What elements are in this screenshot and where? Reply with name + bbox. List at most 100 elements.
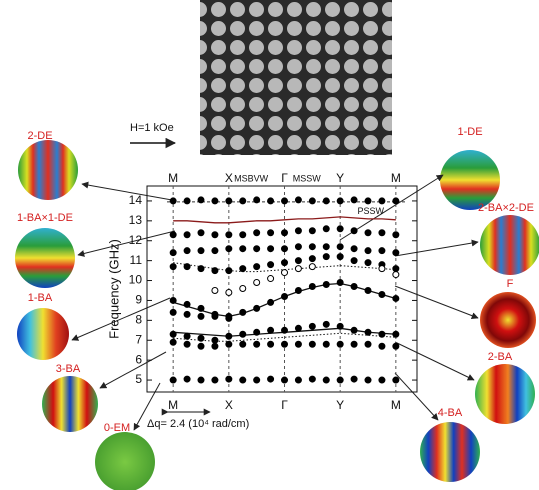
data-point [198, 266, 204, 272]
data-point [393, 198, 399, 204]
data-point [309, 198, 315, 204]
data-point [337, 280, 343, 286]
sem-inset [200, 0, 392, 155]
x-tick-label: X [225, 398, 233, 412]
mode-label: 1-DE [457, 126, 482, 138]
data-point [212, 268, 218, 274]
data-point [379, 343, 385, 349]
data-point [170, 232, 176, 238]
data-point [295, 244, 301, 250]
data-point [337, 323, 343, 329]
data-point [282, 246, 288, 252]
data-point [365, 260, 371, 266]
data-point [198, 343, 204, 349]
data-point [226, 198, 232, 204]
data-point [184, 333, 190, 339]
data-point [365, 377, 371, 383]
data-point [379, 198, 385, 204]
data-point [268, 327, 274, 333]
data-point [365, 329, 371, 335]
data-point [282, 327, 288, 333]
data-point [295, 287, 301, 293]
data-point [282, 270, 288, 276]
data-point [295, 258, 301, 264]
data-point [365, 341, 371, 347]
data-point [170, 309, 176, 315]
data-point [212, 232, 218, 238]
mode-image [42, 376, 98, 432]
scale-label: Δq= 2.4 (10⁴ rad/cm) [147, 418, 249, 430]
data-point [184, 232, 190, 238]
data-point [337, 254, 343, 260]
data-point [170, 250, 176, 256]
data-point [393, 295, 399, 301]
data-point [212, 343, 218, 349]
data-point [379, 266, 385, 272]
data-point [212, 248, 218, 254]
data-point [240, 232, 246, 238]
data-point [254, 329, 260, 335]
data-point [212, 287, 218, 293]
mode-image [475, 364, 535, 424]
data-point [198, 335, 204, 341]
data-point [323, 321, 329, 327]
y-tick-label: 8 [135, 313, 142, 327]
mode-label: F [507, 278, 514, 290]
top-label: MSBVW [234, 173, 269, 183]
top-label: M [168, 171, 178, 185]
data-point [254, 246, 260, 252]
y-tick-label: 14 [129, 193, 143, 207]
data-point [351, 327, 357, 333]
data-point [337, 341, 343, 347]
data-point [323, 341, 329, 347]
data-point [393, 272, 399, 278]
data-point [254, 377, 260, 383]
data-point [295, 266, 301, 272]
data-point [393, 250, 399, 256]
data-point [295, 325, 301, 331]
data-point [198, 248, 204, 254]
data-point [309, 228, 315, 234]
data-point [337, 226, 343, 232]
mode-images [15, 140, 539, 490]
data-point [323, 198, 329, 204]
y-tick-label: 12 [129, 233, 143, 247]
data-point [282, 293, 288, 299]
data-point [170, 377, 176, 383]
data-point [351, 246, 357, 252]
mode-image [480, 215, 539, 275]
x-tick-label: M [391, 398, 401, 412]
data-point [226, 232, 232, 238]
data-point [170, 198, 176, 204]
mode-label: 3-BA [56, 363, 81, 375]
data-point [212, 198, 218, 204]
data-point [351, 284, 357, 290]
data-point [295, 377, 301, 383]
data-point [323, 377, 329, 383]
figure: H=1 kOe 2-DE 1-BA×1-DE 1-BA 3-BA 0-EM 1-… [0, 0, 539, 490]
data-point [351, 376, 357, 382]
data-point [365, 230, 371, 236]
data-point [254, 230, 260, 236]
data-point [226, 341, 232, 347]
data-point [170, 339, 176, 345]
data-point [295, 197, 301, 203]
y-tick-label: 10 [129, 273, 143, 287]
data-point [268, 376, 274, 382]
data-point [254, 280, 260, 286]
data-point [184, 341, 190, 347]
data-point [184, 264, 190, 270]
data-point [240, 286, 246, 292]
x-tick-label: M [168, 398, 178, 412]
data-point [379, 331, 385, 337]
y-axis-label: Frequency (GHz) [106, 239, 121, 339]
data-point [184, 376, 190, 382]
mode-image [95, 432, 155, 490]
data-point [268, 198, 274, 204]
y-tick-label: 9 [135, 293, 142, 307]
data-point [184, 311, 190, 317]
data-point [337, 198, 343, 204]
data-point [198, 377, 204, 383]
mode-image [18, 140, 78, 200]
data-point [254, 305, 260, 311]
